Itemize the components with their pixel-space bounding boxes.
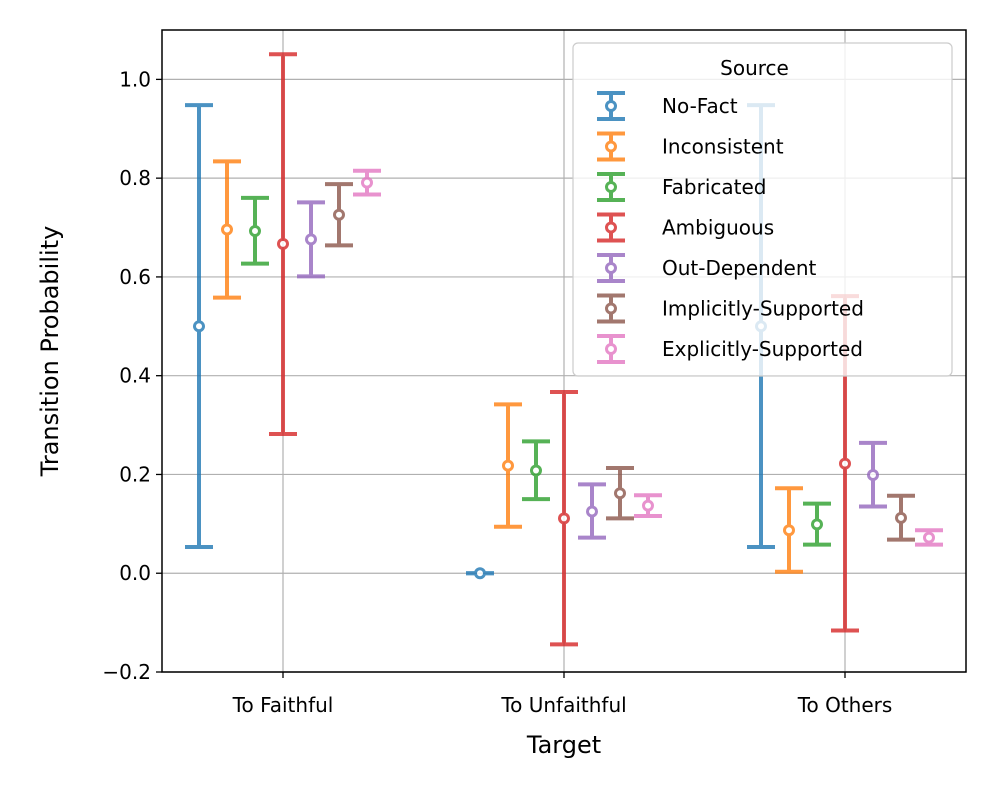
- legend-label: Ambiguous: [662, 216, 774, 240]
- legend-label: Fabricated: [662, 175, 767, 199]
- data-point: [811, 518, 823, 531]
- legend-title: Source: [720, 56, 789, 80]
- y-axis-label: Transition Probability: [36, 226, 64, 478]
- legend-point: [605, 140, 617, 153]
- legend-box: [572, 42, 953, 377]
- y-tick-label: 0.6: [119, 265, 151, 289]
- x-tick-label: To Faithful: [232, 693, 334, 717]
- legend-point: [605, 100, 617, 112]
- data-point: [923, 531, 935, 544]
- legend-label: Implicitly-Supported: [662, 297, 864, 321]
- legend-label: Out-Dependent: [662, 256, 817, 280]
- data-point: [193, 320, 205, 333]
- series-inconsistent: [213, 159, 803, 574]
- data-point: [895, 511, 907, 524]
- legend-marker: [597, 334, 625, 364]
- legend-label: No-Fact: [662, 94, 738, 118]
- axes: −0.2 0.0 0.2 0.4 0.6 0.8 1.0 To Faithful To Unfa…: [102, 67, 892, 717]
- y-tick-label: 0.2: [119, 462, 151, 486]
- y-tick-label: −0.2: [102, 660, 151, 684]
- x-tick-label: To Others: [797, 693, 893, 717]
- legend-marker: [597, 212, 625, 243]
- data-point: [586, 505, 598, 518]
- legend-marker: [597, 172, 625, 202]
- legend-point: [605, 262, 617, 274]
- data-point: [614, 487, 626, 500]
- series-explicitly-supported: [353, 168, 943, 547]
- legend-marker: [597, 293, 625, 324]
- data-point: [277, 237, 289, 250]
- legend-point: [605, 343, 617, 355]
- data-point: [333, 208, 345, 221]
- y-tick-label: 1.0: [119, 67, 151, 91]
- data-point: [642, 499, 654, 512]
- legend: Source No-Fact Inconsistent Fabricated Ambig…: [572, 42, 953, 377]
- legend-label: Explicitly-Supported: [662, 337, 863, 361]
- legend-marker: [597, 91, 625, 121]
- data-point: [502, 459, 514, 472]
- data-point: [867, 468, 879, 481]
- legend-label: Inconsistent: [662, 135, 784, 159]
- data-point: [558, 512, 570, 525]
- legend-marker: [597, 131, 625, 162]
- series-out-dependent: [297, 200, 887, 540]
- data-point: [305, 233, 317, 246]
- series-implicitly-supported: [325, 182, 915, 542]
- data-point: [249, 224, 261, 237]
- data-point: [474, 567, 486, 580]
- y-tick-label: 0.8: [119, 166, 151, 190]
- data-point: [361, 176, 373, 189]
- data-point: [839, 457, 851, 470]
- data-point: [783, 524, 795, 537]
- data-point: [530, 464, 542, 477]
- x-tick-label: To Unfaithful: [500, 693, 626, 717]
- legend-point: [605, 302, 617, 315]
- legend-point: [605, 221, 617, 234]
- y-tick-label: 0.0: [119, 561, 151, 585]
- legend-marker: [597, 253, 625, 283]
- legend-point: [605, 181, 617, 193]
- data-point: [221, 223, 233, 236]
- x-axis-label: Target: [526, 731, 601, 759]
- series-fabricated: [241, 195, 831, 547]
- y-tick-label: 0.4: [119, 364, 151, 388]
